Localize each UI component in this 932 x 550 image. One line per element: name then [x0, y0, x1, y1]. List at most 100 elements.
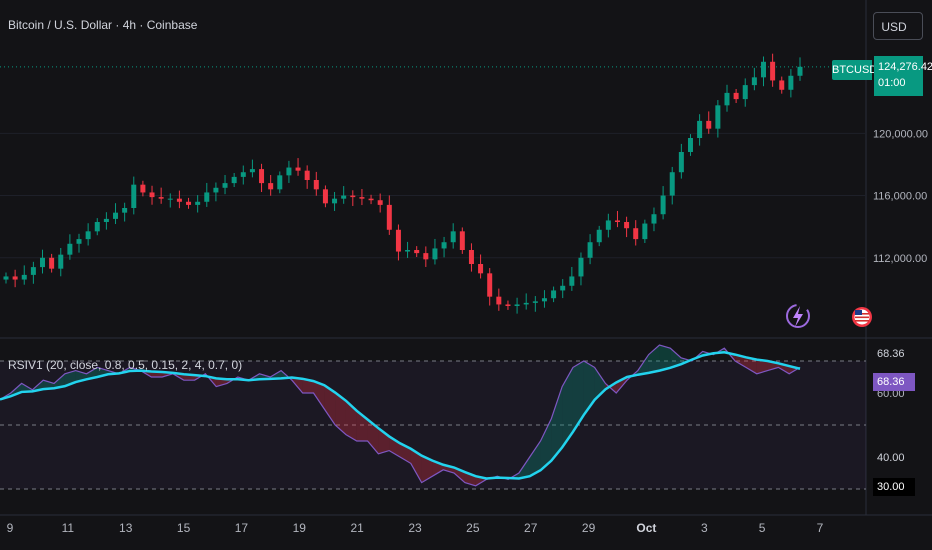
candle-body [669, 172, 675, 196]
rsi-fill [54, 373, 65, 389]
candle-body [195, 201, 201, 205]
candle-body [158, 197, 164, 199]
rsi-fill [410, 448, 422, 483]
bar-countdown: 01:00 [878, 77, 906, 89]
candle-body [788, 75, 794, 90]
candle-body [176, 198, 182, 202]
lightning-bolt-icon [786, 304, 810, 328]
rsi-fill [659, 345, 671, 371]
candle-body [514, 304, 520, 306]
candle-body [186, 201, 192, 205]
candle-body [468, 250, 474, 264]
candle-body [395, 229, 401, 252]
candle-body [724, 92, 730, 106]
candle-body [541, 298, 547, 302]
candle-body [377, 200, 383, 205]
candle-body [103, 218, 109, 222]
rsi-fill [518, 457, 530, 479]
candle-body [605, 220, 611, 230]
candle-body [596, 229, 602, 243]
candle-body [706, 120, 712, 129]
candle-body [697, 120, 703, 138]
rsi-fill [345, 400, 357, 441]
candle-body [459, 231, 465, 250]
rsi-fill [313, 381, 325, 409]
symbol-tag: BTCUSD [832, 60, 877, 80]
candle-body [149, 192, 155, 198]
candle-body [450, 231, 456, 243]
candle-body [742, 85, 748, 100]
candle-body [85, 231, 91, 240]
candle-body [770, 61, 776, 81]
candle-body [122, 208, 128, 213]
time-axis-label: 21 [350, 521, 364, 535]
candle-body [286, 167, 292, 176]
candle-body [797, 66, 803, 76]
candle-body [277, 175, 283, 190]
rsi-fill [216, 378, 228, 387]
candle-body [487, 273, 493, 297]
time-axis-label: 3 [701, 521, 708, 535]
candle-body [751, 77, 757, 86]
candle-body [213, 187, 219, 193]
candle-body [332, 198, 338, 204]
candle-body [113, 212, 119, 219]
last-price: 124,276.42 [878, 61, 932, 73]
rsi-fill [324, 385, 336, 425]
rsi-fill [756, 359, 768, 374]
us-flag-icon [852, 307, 872, 327]
candle-body [587, 242, 593, 258]
rsi-fill [745, 357, 757, 374]
candle-body [386, 204, 392, 230]
candle-body [231, 176, 237, 184]
candle-body [551, 290, 557, 299]
rsi-fill [572, 361, 584, 432]
candle-body [40, 257, 46, 268]
candle-body [167, 198, 173, 200]
candle-body [131, 184, 137, 208]
candle-body [560, 285, 566, 291]
rsi-fill [302, 378, 314, 393]
rsi-fill [583, 361, 595, 415]
time-axis-label: 11 [62, 521, 75, 535]
price-scale-label: 112,000.00 [873, 253, 927, 265]
rsi-fill [670, 348, 682, 368]
rsi-fill [529, 441, 541, 477]
time-axis-label: 17 [235, 521, 249, 535]
candle-body [441, 242, 447, 249]
rsi-scale-label: 60.00 [877, 388, 905, 400]
rsi-line [0, 344, 801, 487]
time-axis-label: 25 [466, 521, 480, 535]
time-axis-label: 19 [293, 521, 307, 535]
candle-body [687, 138, 693, 152]
time-axis-label: 27 [524, 521, 538, 535]
rsi-fill [335, 392, 346, 435]
candle-body [359, 197, 365, 199]
candle-body [67, 243, 73, 255]
candle-body [295, 167, 301, 171]
candle-body [478, 264, 484, 274]
candle-body [222, 183, 228, 188]
candle-body [614, 220, 620, 222]
candle-body [350, 195, 356, 198]
price-scale-label: 116,000.00 [873, 191, 927, 203]
rsi-ma-line [0, 351, 801, 480]
candle-body [642, 223, 648, 240]
rsi-fill [367, 419, 379, 454]
candle-body [760, 61, 766, 78]
rsi-fill [540, 418, 552, 471]
currency-button[interactable]: USD [873, 12, 923, 40]
chart-title: Bitcoin / U.S. Dollar · 4h · Coinbase [8, 18, 198, 32]
candle-body [21, 274, 27, 280]
candle-body [651, 214, 657, 224]
indicator-title: RSIV1 (20, close, 0.8, 0.5, 0.15, 2, 4, … [8, 358, 243, 372]
candle-body [268, 183, 274, 190]
candle-body [249, 169, 255, 173]
candle-body [414, 250, 420, 254]
candle-body [368, 198, 374, 201]
candle-body [496, 296, 502, 305]
candle-body [423, 253, 429, 260]
time-axis-label: 7 [817, 521, 824, 535]
